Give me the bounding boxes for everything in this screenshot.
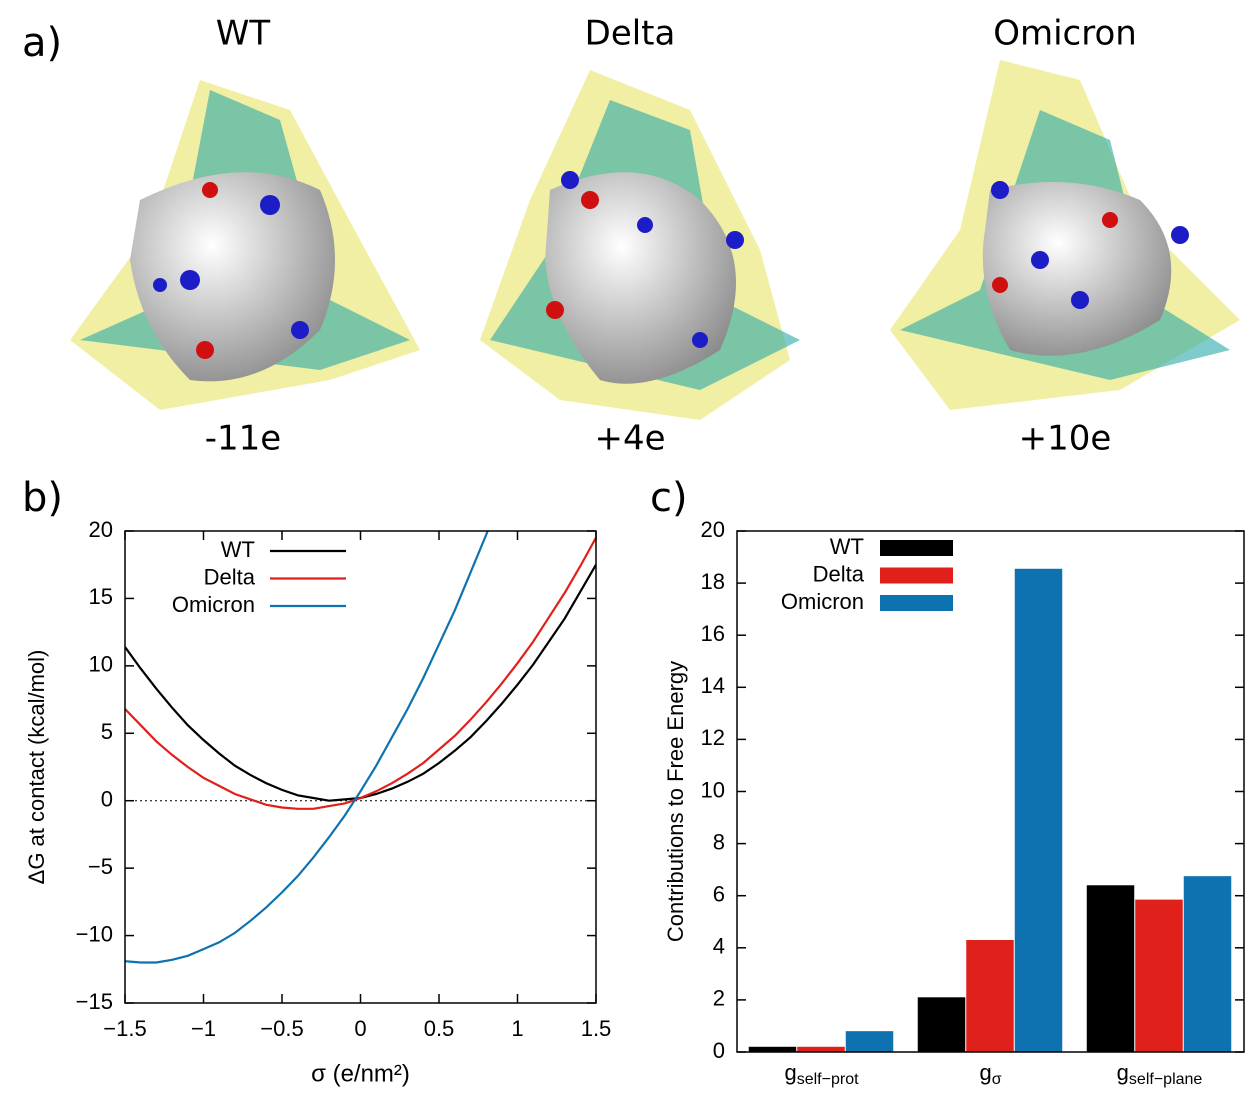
x-tick-label: 0.5 bbox=[424, 1016, 455, 1041]
legend-label: Delta bbox=[204, 564, 256, 589]
legend-swatch bbox=[880, 595, 953, 611]
y-tick-label: −10 bbox=[76, 921, 113, 946]
bar bbox=[1086, 885, 1135, 1052]
x-tick-label: gself−plane bbox=[1117, 1060, 1203, 1088]
category-main: g bbox=[979, 1060, 991, 1085]
y-tick-label: 2 bbox=[713, 986, 725, 1011]
legend-label: WT bbox=[830, 534, 864, 559]
bar bbox=[797, 1046, 845, 1052]
bar bbox=[748, 1046, 797, 1052]
x-tick-label: 1.5 bbox=[581, 1016, 612, 1041]
structure-charge: -11e bbox=[205, 419, 281, 459]
y-axis-label: Contributions to Free Energy bbox=[663, 661, 688, 942]
y-axis-label: ΔG at contact (kcal/mol) bbox=[24, 650, 49, 885]
plot-frame bbox=[736, 530, 1245, 1053]
line-series bbox=[125, 531, 489, 964]
structure-delta bbox=[480, 70, 800, 420]
y-tick-label: 14 bbox=[701, 673, 725, 698]
legend-swatch bbox=[880, 540, 953, 556]
bar bbox=[1135, 899, 1183, 1052]
y-tick-label: 12 bbox=[701, 725, 725, 750]
x-tick-label: 0 bbox=[354, 1016, 366, 1041]
y-tick-label: 8 bbox=[713, 829, 725, 854]
panel-label: b) bbox=[22, 475, 63, 521]
x-tick-label: −1 bbox=[191, 1016, 216, 1041]
bar bbox=[845, 1031, 894, 1052]
x-tick-label: −1.5 bbox=[103, 1016, 146, 1041]
bar bbox=[1183, 876, 1232, 1052]
legend-swatch bbox=[880, 567, 953, 584]
x-tick-label: gσ bbox=[979, 1060, 1001, 1088]
legend-label: Omicron bbox=[781, 589, 864, 614]
structure-name: Delta bbox=[585, 14, 676, 54]
category-sub: σ bbox=[992, 1071, 1002, 1088]
category-main: g bbox=[1117, 1060, 1129, 1085]
legend-label: Delta bbox=[813, 561, 865, 586]
structure-name: WT bbox=[216, 14, 271, 54]
y-tick-label: 0 bbox=[101, 787, 113, 812]
legend-label: Omicron bbox=[172, 592, 255, 617]
y-tick-label: 20 bbox=[701, 517, 725, 542]
structure-charge: +4e bbox=[594, 419, 665, 459]
y-tick-label: 10 bbox=[701, 777, 725, 802]
structure-omicron bbox=[890, 60, 1240, 410]
x-tick-label: gself−prot bbox=[784, 1060, 859, 1088]
structure-name: Omicron bbox=[993, 14, 1137, 54]
line-series bbox=[125, 537, 596, 810]
category-main: g bbox=[784, 1060, 796, 1085]
bar bbox=[917, 997, 966, 1052]
x-axis-label: σ (e/nm²) bbox=[311, 1060, 410, 1087]
x-tick-label: −0.5 bbox=[260, 1016, 303, 1041]
category-sub: self−prot bbox=[797, 1071, 859, 1088]
y-tick-label: 16 bbox=[701, 621, 725, 646]
structure-charge: +10e bbox=[1019, 419, 1112, 459]
category-sub: self−plane bbox=[1129, 1071, 1202, 1088]
y-tick-label: 18 bbox=[701, 569, 725, 594]
panel-label: a) bbox=[22, 20, 62, 66]
plot-area bbox=[125, 531, 596, 964]
y-tick-label: −15 bbox=[76, 989, 113, 1014]
y-tick-label: 6 bbox=[713, 882, 725, 907]
y-tick-label: 10 bbox=[89, 652, 113, 677]
panel-label: c) bbox=[650, 475, 688, 521]
y-tick-label: −5 bbox=[88, 854, 113, 879]
y-tick-label: 4 bbox=[713, 934, 725, 959]
structure-wt bbox=[70, 80, 420, 410]
x-tick-label: 1 bbox=[511, 1016, 523, 1041]
legend-label: WT bbox=[221, 537, 255, 562]
y-tick-label: 15 bbox=[89, 584, 113, 609]
y-tick-label: 5 bbox=[101, 719, 113, 744]
y-tick-label: 0 bbox=[713, 1038, 725, 1063]
bar bbox=[1014, 568, 1063, 1052]
plot-frame bbox=[124, 530, 597, 1004]
y-tick-label: 20 bbox=[89, 517, 113, 542]
bar bbox=[966, 939, 1014, 1052]
